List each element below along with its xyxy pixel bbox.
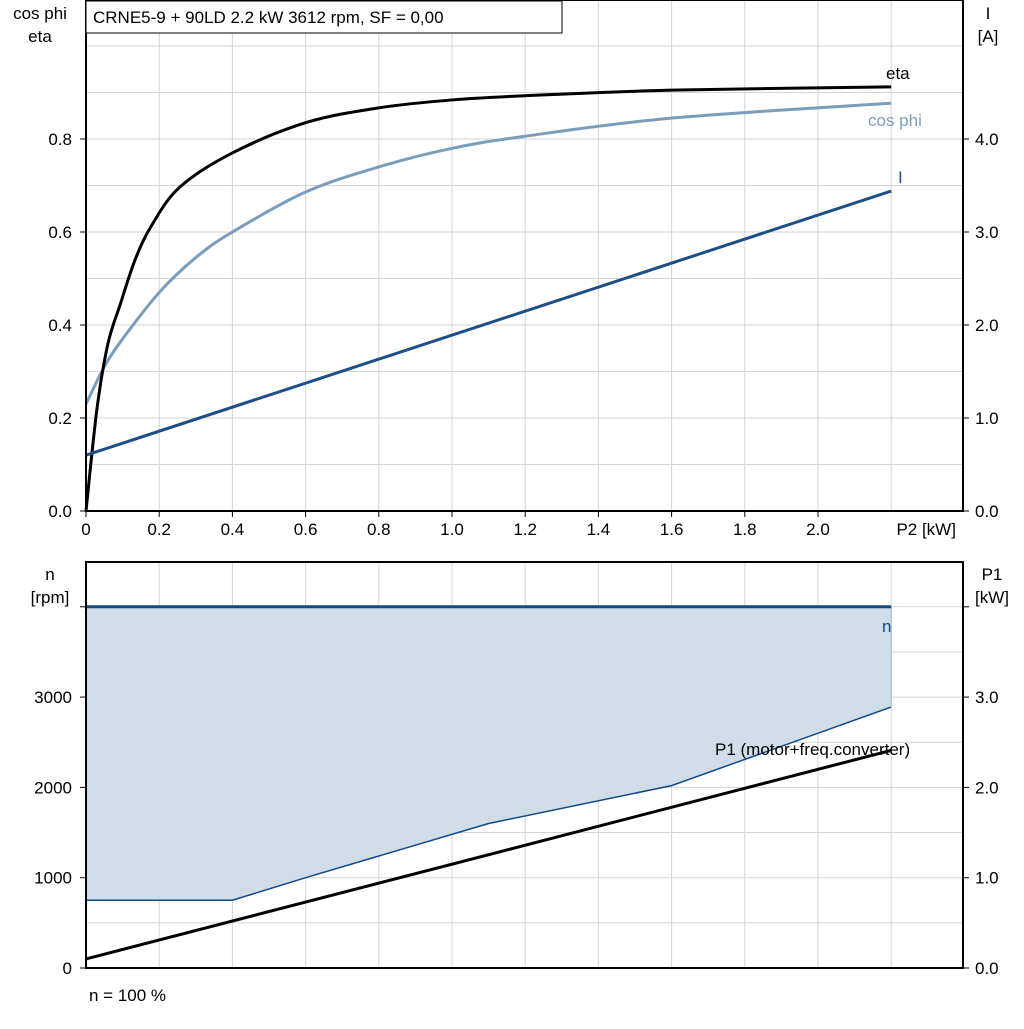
eta-series-label: eta xyxy=(886,64,910,83)
title-box xyxy=(85,0,563,34)
x-tick-label: 1.4 xyxy=(587,520,611,539)
y-axis-label-left: cos phi xyxy=(13,4,67,23)
y-axis-label-right: P1 xyxy=(982,565,1003,584)
y-axis-label-right: [kW] xyxy=(975,588,1009,607)
y-tick-label-left: 0.6 xyxy=(48,223,72,242)
eta-line xyxy=(84,85,892,512)
y-axis-label-left: [rpm] xyxy=(31,588,70,607)
x-tick-label: 0 xyxy=(81,520,90,539)
y-tick-label-right: 1.0 xyxy=(975,409,999,428)
y-axis-label-right: I xyxy=(986,4,991,23)
cos-phi-line xyxy=(84,101,892,405)
y-tick-label-left: 0 xyxy=(63,959,72,978)
y-tick-label-left: 0.4 xyxy=(48,316,72,335)
y-tick-label-right: 3.0 xyxy=(975,223,999,242)
n-series-label: n xyxy=(882,617,891,636)
operating-range-area xyxy=(86,606,892,901)
x-tick-label: 0.6 xyxy=(294,520,318,539)
y-tick-label-right: 2.0 xyxy=(975,778,999,797)
y-tick-label-right: 2.0 xyxy=(975,316,999,335)
speed-note: n = 100 % xyxy=(89,986,166,1005)
y-tick-label-right: 4.0 xyxy=(975,130,999,149)
y-axis-label-left: eta xyxy=(28,27,52,46)
x-tick-label: 0.8 xyxy=(367,520,391,539)
current-series-label: I xyxy=(898,168,903,187)
y-tick-label-left: 0.2 xyxy=(48,409,72,428)
x-tick-label: 1.0 xyxy=(440,520,464,539)
y-tick-label-left: 3000 xyxy=(34,688,72,707)
y-tick-label-right: 0.0 xyxy=(975,502,999,521)
y-tick-label-right: 0.0 xyxy=(975,959,999,978)
top-plot-frame xyxy=(85,0,964,512)
y-axis-label-left: n xyxy=(45,565,54,584)
p1-series-label: P1 (motor+freq.converter) xyxy=(715,740,910,759)
y-tick-label-right: 3.0 xyxy=(975,688,999,707)
y-tick-label-left: 2000 xyxy=(34,778,72,797)
x-tick-label: 0.2 xyxy=(147,520,171,539)
x-tick-label: 0.4 xyxy=(221,520,245,539)
chart-title: CRNE5-9 + 90LD 2.2 kW 3612 rpm, SF = 0,0… xyxy=(93,8,444,27)
cos-phi-series-label: cos phi xyxy=(868,111,922,130)
x-tick-label: 1.2 xyxy=(513,520,537,539)
y-tick-label-left: 1000 xyxy=(34,869,72,888)
bottom-plot-frame xyxy=(85,561,964,969)
y-tick-label-right: 1.0 xyxy=(975,869,999,888)
y-axis-label-right: [A] xyxy=(978,27,999,46)
x-tick-label: 1.6 xyxy=(660,520,684,539)
x-tick-label: 1.8 xyxy=(733,520,757,539)
p1-line xyxy=(85,748,892,961)
current-line xyxy=(85,189,892,457)
y-tick-label-left: 0.0 xyxy=(48,502,72,521)
x-axis-label: P2 [kW] xyxy=(896,520,956,539)
y-tick-label-left: 0.8 xyxy=(48,130,72,149)
x-tick-label: 2.0 xyxy=(806,520,830,539)
n-min-line xyxy=(86,706,892,902)
